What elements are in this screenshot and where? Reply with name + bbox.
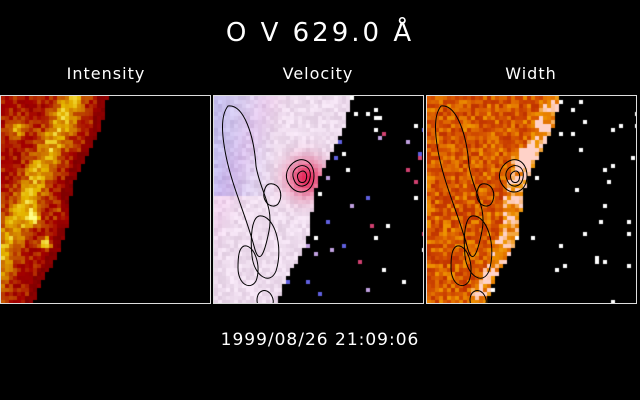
contour-line [237, 245, 259, 286]
contour-line [250, 215, 280, 279]
contour-line [256, 290, 274, 303]
contour-line [505, 165, 524, 187]
contour-line [450, 245, 472, 286]
intensity-map [0, 95, 211, 304]
contour-line [296, 170, 308, 183]
figure-title: O V 629.0 Å [225, 18, 415, 48]
width-label: Width [505, 64, 557, 83]
contour-line [222, 105, 271, 258]
contour-line [469, 290, 487, 303]
timestamp: 1999/08/26 21:09:06 [220, 330, 420, 350]
width-contours [435, 105, 528, 303]
velocity-image [214, 96, 423, 303]
contour-line [498, 159, 528, 193]
contour-line [463, 215, 493, 279]
contour-line [263, 183, 282, 207]
width-image [427, 96, 636, 303]
intensity-image [1, 96, 210, 303]
velocity-map [213, 95, 424, 304]
contour-line [476, 183, 495, 207]
width-map [426, 95, 637, 304]
contour-line [435, 105, 484, 258]
contour-line [285, 159, 315, 193]
contour-line [509, 170, 521, 183]
velocity-contours [222, 105, 315, 303]
contour-line [292, 165, 311, 187]
intensity-label: Intensity [66, 64, 146, 83]
velocity-label: Velocity [282, 64, 354, 83]
